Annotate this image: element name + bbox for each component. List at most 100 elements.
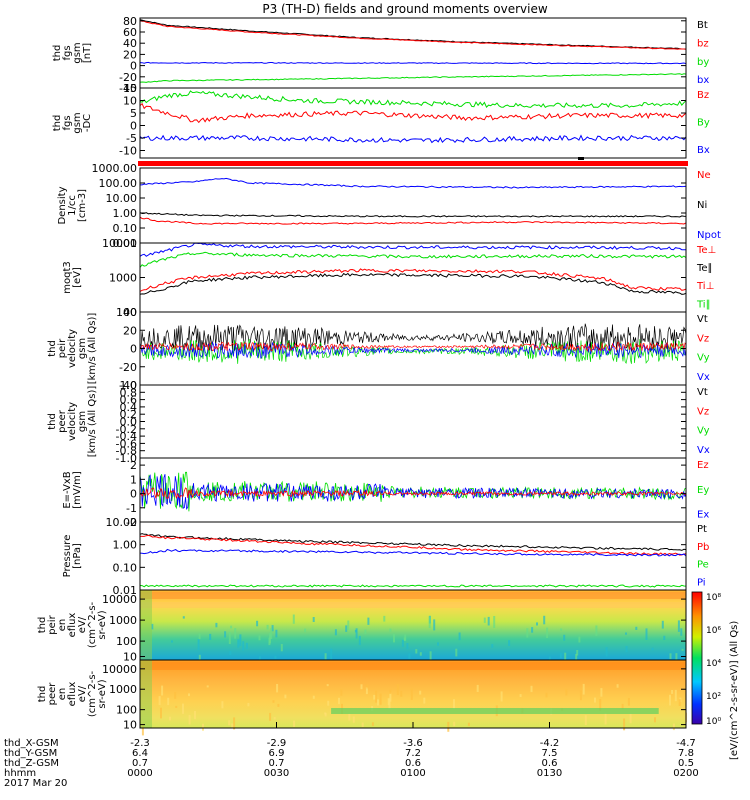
series-line-green: [139, 251, 687, 268]
legend-entry: Pb: [697, 542, 709, 553]
y-tick-label: -5: [126, 132, 137, 145]
legend-entry: bz: [697, 38, 709, 49]
spectrogram-streak: [576, 650, 579, 656]
spectrogram-streak: [274, 655, 277, 659]
spectrogram-streak: [206, 685, 209, 688]
series-line-green: [139, 73, 687, 83]
spectrogram-streak: [545, 692, 548, 698]
series-line-blue: [139, 242, 687, 257]
spectrogram-streak: [358, 635, 361, 646]
series-line-black: [139, 19, 687, 50]
x-tick-value: -2.3: [130, 738, 150, 749]
spectrogram-streak: [266, 624, 269, 630]
spectrogram-streak: [209, 633, 212, 640]
legend-entry: Ez: [697, 460, 709, 471]
spectrogram-streak: [625, 632, 627, 635]
spectrogram-streak: [230, 625, 233, 629]
spectrogram-streak: [269, 632, 271, 644]
colorbar-tick: 10⁴: [706, 659, 721, 669]
spectrogram-streak: [401, 639, 404, 647]
spectrogram-streak: [616, 684, 619, 688]
spectrogram-streak: [312, 695, 315, 699]
y-axis-label: peir: [57, 338, 68, 358]
spectrogram-streak: [330, 648, 333, 660]
y-tick-label: -20: [119, 361, 137, 374]
spectrogram-streak: [645, 628, 648, 640]
spectrogram-fill: [140, 660, 686, 728]
y-tick-label: 100: [116, 306, 137, 319]
y-tick-label: -0.8: [116, 445, 137, 458]
spectrogram-streak: [327, 700, 330, 706]
y-tick-label: 1000: [109, 272, 137, 285]
y-tick-label: 10000: [102, 237, 137, 250]
panel-7: 21 0-1-2 E=-VxB [mV/m] Ez Ey Ex: [62, 457, 709, 529]
x-tick-value: 7.2: [405, 748, 421, 759]
y-axis-label: peer: [47, 682, 58, 706]
series-line-blue: [139, 548, 687, 557]
y-tick-label: 40: [123, 306, 137, 319]
spectrogram-streak: [334, 629, 337, 636]
spectrogram-streak: [678, 699, 681, 706]
spectrogram-streak: [560, 628, 563, 631]
y-axis-label: [km/s (All Qs)]: [87, 313, 98, 385]
spectrogram-streak: [324, 712, 327, 715]
y-tick-label: 1.0: [120, 379, 138, 392]
spectrogram-streak: [276, 684, 279, 693]
spectrogram-streak: [348, 713, 351, 721]
legend-entry: Ti∥: [696, 299, 711, 310]
spectrogram-streak: [396, 684, 399, 695]
spectrogram-streak: [237, 639, 240, 648]
y-axis-label: velocity: [67, 329, 78, 368]
spectrogram-streak: [433, 619, 436, 631]
y-axis-label: gsm: [77, 411, 88, 432]
legend-entry: Vx: [697, 445, 710, 456]
spectrogram-streak: [415, 649, 418, 654]
x-row-label: 2017 Mar 20: [4, 778, 67, 789]
spectrogram-streak: [629, 713, 632, 724]
y-tick-label: 0.10: [113, 222, 138, 235]
spectrogram-streak: [582, 683, 585, 695]
legend-entry: by: [697, 57, 709, 68]
spectrogram-streak: [493, 616, 496, 628]
spectrogram-streak: [269, 712, 272, 721]
panel-frame: [139, 167, 687, 244]
y-tick-label: 0.2: [120, 408, 138, 421]
y-axis-label: peer: [57, 409, 68, 433]
spectrogram-streak: [419, 652, 422, 656]
y-axis-label: [nT]: [82, 43, 93, 63]
spectrogram-streak: [284, 694, 287, 699]
spectrogram-streak: [406, 643, 409, 650]
spectrogram-streak: [458, 632, 461, 641]
x-row-label: thd_Y-GSM: [4, 748, 57, 759]
x-tick-value: 0130: [537, 768, 562, 779]
y-tick-label: -40: [119, 82, 137, 95]
spectrogram-streak: [182, 703, 184, 714]
spectrogram-streak: [371, 722, 374, 726]
y-tick-label: -10: [119, 145, 137, 158]
y-tick-label: 10000: [102, 663, 137, 676]
spectrogram-streak: [393, 633, 395, 643]
y-axis-label: eflux: [67, 682, 78, 707]
y-axis-label: gsm: [77, 338, 88, 359]
spectrogram-streak: [338, 697, 340, 705]
series-line-red: [139, 20, 687, 50]
spectrogram-streak: [258, 635, 261, 641]
series-line-red: [139, 216, 687, 225]
series-line-blue: [139, 61, 687, 65]
panel-4: 10000 1000 100 moqt3 [eV] Te⊥ Te∥ Ti⊥ Ti∥: [62, 237, 716, 319]
spectrogram-streak: [584, 715, 587, 725]
y-axis-label: 1/cc: [67, 195, 78, 216]
spectrogram-streak: [600, 688, 603, 697]
spectrogram-streak: [167, 697, 170, 706]
spectrogram-streak: [271, 625, 274, 632]
velocity-trace-green: [139, 338, 687, 365]
legend-entry: Bz: [697, 90, 709, 101]
spectrogram-streak: [245, 642, 248, 649]
spectrogram-streak: [239, 634, 242, 646]
y-tick-label: 0.4: [120, 401, 138, 414]
spectrogram-streak: [579, 690, 582, 701]
spectrogram-streak: [672, 723, 675, 731]
spectrogram-streak: [623, 718, 626, 731]
